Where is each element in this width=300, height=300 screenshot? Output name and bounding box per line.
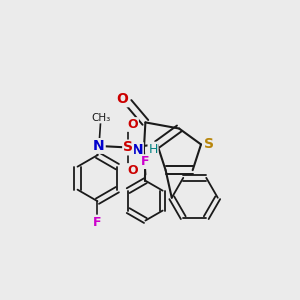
Text: O: O <box>128 118 138 131</box>
Text: H: H <box>148 142 158 156</box>
Text: N: N <box>93 139 105 153</box>
Text: O: O <box>116 92 128 106</box>
Text: F: F <box>93 215 102 229</box>
Text: F: F <box>141 155 150 168</box>
Text: S: S <box>123 140 133 154</box>
Text: S: S <box>204 137 214 152</box>
Text: O: O <box>128 164 138 177</box>
Text: N: N <box>131 143 143 157</box>
Text: CH₃: CH₃ <box>91 113 110 123</box>
